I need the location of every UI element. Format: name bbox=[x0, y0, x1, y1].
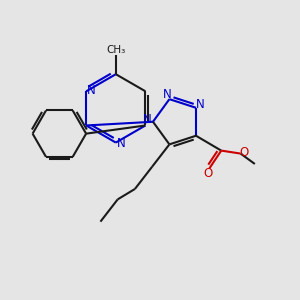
Text: N: N bbox=[143, 113, 152, 126]
Text: N: N bbox=[163, 88, 171, 101]
Text: O: O bbox=[203, 167, 212, 180]
Text: N: N bbox=[196, 98, 205, 111]
Text: O: O bbox=[239, 146, 249, 159]
Text: N: N bbox=[87, 84, 96, 97]
Text: N: N bbox=[117, 137, 125, 150]
Text: CH₃: CH₃ bbox=[106, 45, 125, 55]
